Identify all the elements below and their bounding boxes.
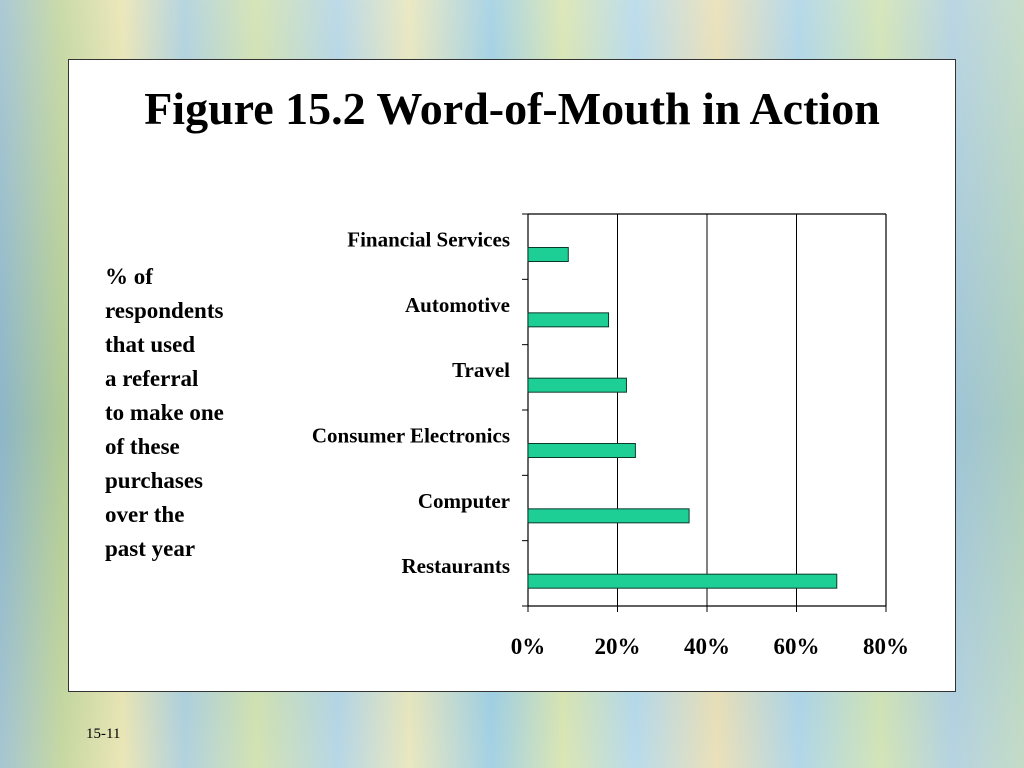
- side-note-line: that used: [105, 332, 196, 357]
- category-label: Automotive: [405, 293, 510, 317]
- bar: [527, 247, 569, 263]
- x-tick-label: 20%: [595, 634, 641, 659]
- side-note-line: a referral: [105, 366, 199, 391]
- side-note-line: purchases: [105, 468, 203, 493]
- side-note-line: over the: [105, 502, 185, 527]
- side-note-line: past year: [105, 536, 196, 561]
- category-label: Computer: [418, 489, 510, 513]
- x-tick-label: 0%: [511, 634, 546, 659]
- side-note-line: to make one: [105, 400, 224, 425]
- slide-number: 15-11: [86, 726, 121, 742]
- bar-chart: Financial Services Automotive Travel Consum…: [312, 213, 909, 659]
- figure-panel: Figure 15.2 Word-of-Mouth in Action % of…: [68, 59, 956, 692]
- x-tick-label: 60%: [774, 634, 820, 659]
- side-note: % of respondents that used a referral to…: [105, 260, 275, 566]
- side-note-line: % of: [105, 264, 153, 289]
- side-note-line: of these: [105, 434, 180, 459]
- x-tick-label: 40%: [684, 634, 730, 659]
- bar: [527, 443, 636, 459]
- bar: [527, 377, 627, 393]
- bar: [527, 573, 838, 589]
- bar: [527, 508, 690, 524]
- page-title: Figure 15.2 Word-of-Mouth in Action: [144, 83, 880, 134]
- category-label: Consumer Electronics: [312, 424, 510, 448]
- side-note-line: respondents: [105, 298, 224, 323]
- category-label: Travel: [452, 358, 510, 382]
- x-tick-label: 80%: [863, 634, 909, 659]
- category-label: Restaurants: [402, 554, 511, 578]
- category-label: Financial Services: [347, 228, 510, 252]
- bar: [527, 312, 610, 328]
